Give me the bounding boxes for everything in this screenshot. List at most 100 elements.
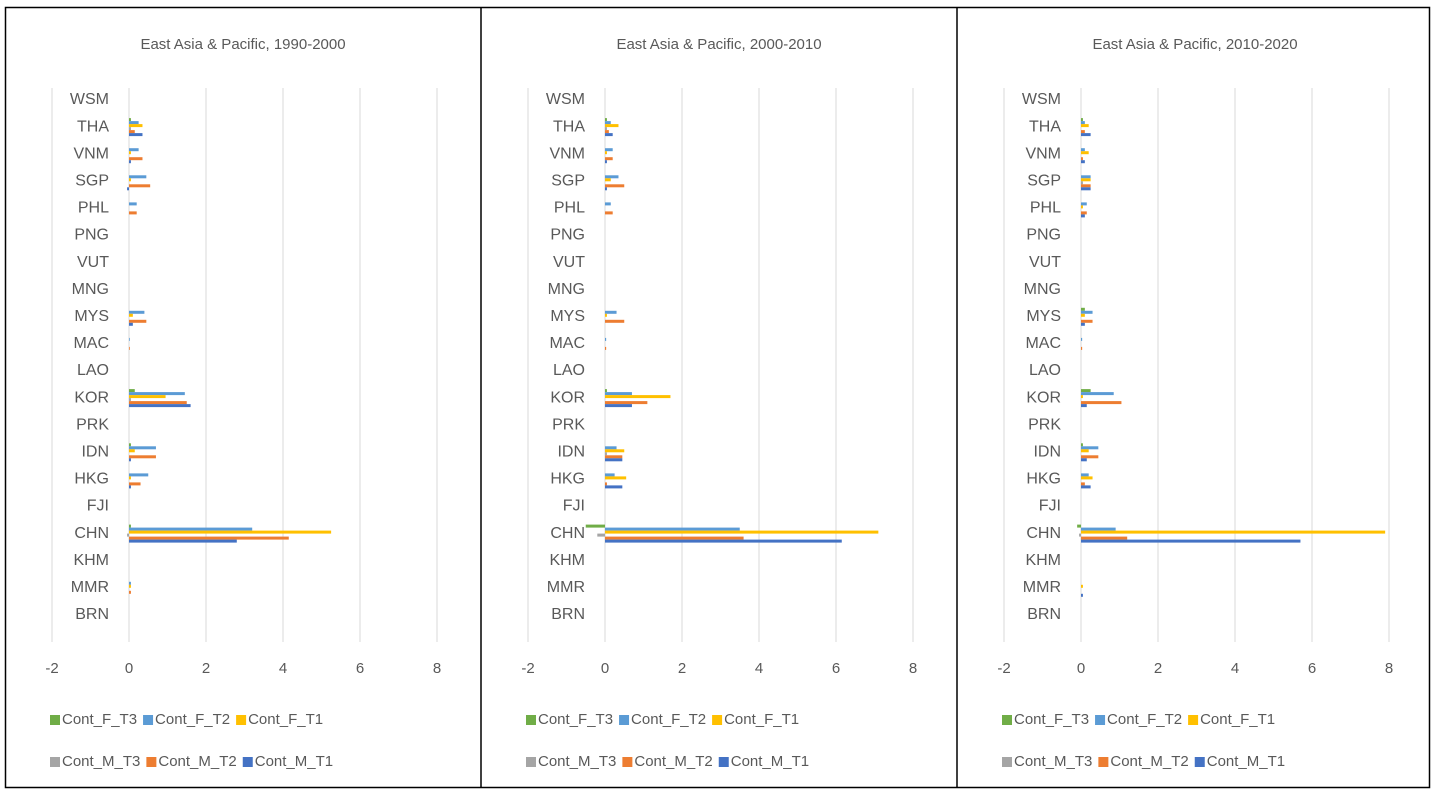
bar [1081, 404, 1087, 408]
y-tick-label: MYS [550, 308, 585, 325]
legend-swatch [146, 757, 157, 767]
y-tick-label: KOR [550, 389, 585, 406]
bar [129, 536, 289, 540]
x-tick-label: 6 [356, 660, 364, 677]
bar [605, 127, 607, 131]
x-tick-label: 2 [1154, 660, 1162, 677]
bar [1081, 157, 1083, 161]
bar [597, 533, 605, 537]
bar [129, 319, 147, 323]
bar [1081, 346, 1083, 350]
y-tick-label: THA [553, 118, 585, 135]
y-tick-label: LAO [77, 362, 109, 379]
y-tick-label: MMR [547, 579, 585, 596]
bar [605, 458, 623, 462]
bar [1081, 476, 1093, 480]
bar [605, 452, 607, 456]
x-tick-label: -2 [45, 660, 58, 677]
bar [605, 389, 607, 393]
bar [129, 157, 143, 161]
bar [1081, 187, 1091, 191]
x-tick-label: 8 [433, 660, 441, 677]
bar [1081, 121, 1085, 125]
legend-label: Cont_F_T3 [1014, 711, 1089, 728]
bar [129, 127, 131, 131]
y-tick-label: CHN [74, 525, 109, 542]
bar [1081, 133, 1091, 137]
bar [605, 346, 607, 350]
y-tick-label: WSM [1022, 91, 1061, 108]
y-tick-label: PNG [550, 227, 585, 244]
panel-frame [4, 6, 1431, 789]
bar [129, 527, 253, 531]
y-tick-label: PHL [1030, 200, 1061, 217]
bar [129, 446, 156, 450]
bar [129, 148, 139, 152]
bar [1081, 160, 1085, 164]
y-tick-label: MYS [74, 308, 109, 325]
legend-swatch [50, 715, 60, 725]
chart-title: East Asia & Pacific, 2000-2010 [616, 36, 821, 53]
bar [605, 337, 607, 341]
legend-label: Cont_M_T3 [1014, 753, 1092, 770]
bar [605, 476, 627, 480]
bar [129, 313, 133, 317]
legend-label: Cont_F_T3 [62, 711, 137, 728]
bar [1081, 392, 1114, 396]
bar [1081, 395, 1083, 399]
y-tick-label: KHM [1025, 552, 1061, 569]
bar [605, 392, 632, 396]
bar [129, 175, 147, 179]
legend-swatch [1095, 715, 1106, 725]
bar [1081, 389, 1091, 393]
bar [129, 124, 143, 128]
legend-label: Cont_M_T2 [634, 753, 712, 770]
bar [1081, 322, 1085, 326]
bar [1081, 130, 1085, 134]
legend-label: Cont_F_T2 [631, 711, 706, 728]
y-tick-label: KHM [73, 552, 109, 569]
x-tick-label: 0 [601, 660, 609, 677]
bar [605, 536, 744, 540]
legend-swatch [1188, 715, 1199, 725]
y-tick-label: KOR [74, 389, 109, 406]
y-tick-label: BRN [75, 606, 109, 623]
y-tick-label: MAC [73, 335, 109, 352]
y-tick-label: FJI [563, 498, 585, 515]
y-tick-label: MMR [71, 579, 109, 596]
legend-label: Cont_M_T1 [255, 753, 333, 770]
y-tick-label: IDN [1033, 444, 1061, 461]
bar [605, 178, 611, 182]
x-tick-label: 8 [1385, 660, 1393, 677]
bar [605, 482, 607, 486]
bar [129, 458, 131, 462]
y-tick-label: THA [1029, 118, 1061, 135]
bar [605, 446, 617, 450]
bar [129, 404, 191, 408]
legend-label: Cont_F_T1 [248, 711, 323, 728]
y-tick-label: MYS [1026, 308, 1061, 325]
bar [1081, 446, 1099, 450]
bar [1081, 151, 1089, 155]
bar [1081, 124, 1089, 128]
bar [605, 211, 613, 215]
bar [1081, 310, 1093, 314]
bar [129, 530, 332, 534]
bar [129, 395, 166, 399]
y-tick-label: FJI [87, 498, 109, 515]
y-tick-label: WSM [546, 91, 585, 108]
chart-title: East Asia & Pacific, 2010-2020 [1092, 36, 1297, 53]
y-tick-label: MNG [1024, 281, 1061, 298]
legend-swatch [526, 715, 536, 725]
y-tick-label: CHN [1026, 525, 1061, 542]
y-tick-label: THA [77, 118, 109, 135]
x-tick-label: 0 [125, 660, 133, 677]
y-tick-label: CHN [550, 525, 585, 542]
bar [129, 178, 131, 182]
bar [605, 187, 607, 191]
x-tick-label: 6 [1308, 660, 1316, 677]
bar [605, 527, 740, 531]
bar [605, 319, 625, 323]
bar [605, 124, 619, 128]
bar [1081, 536, 1128, 540]
